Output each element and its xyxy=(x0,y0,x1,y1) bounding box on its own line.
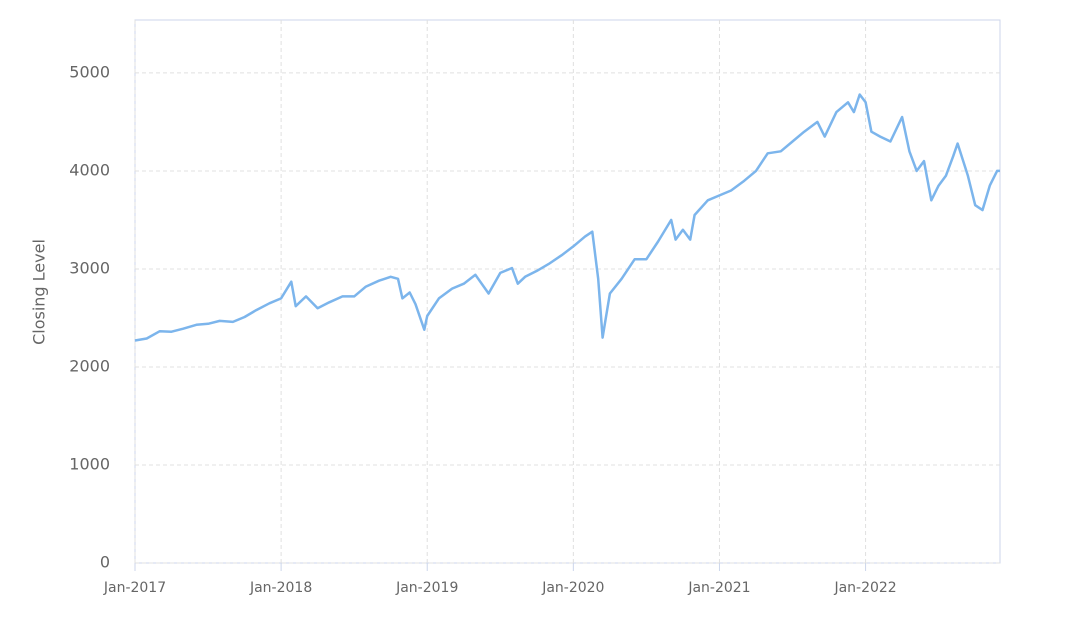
y-tick-label: 2000 xyxy=(69,356,110,375)
x-tick-label: Jan-2020 xyxy=(541,580,604,596)
y-tick-label: 5000 xyxy=(69,62,110,81)
x-tick-label: Jan-2018 xyxy=(249,580,312,596)
x-tick-label: Jan-2021 xyxy=(687,580,750,596)
y-tick-label: 1000 xyxy=(69,454,110,473)
line xyxy=(134,93,1000,342)
y-tick-label: 3000 xyxy=(69,258,110,277)
plot-border xyxy=(134,19,1001,564)
y-tick-label: 0 xyxy=(100,553,110,572)
x-tick-label: Jan-2017 xyxy=(103,580,166,596)
y-axis-title: Closing Level xyxy=(30,239,49,345)
x-tick-label: Jan-2022 xyxy=(833,580,896,596)
y-tick-label: 4000 xyxy=(69,160,110,179)
x-tick-label: Jan-2019 xyxy=(395,580,458,596)
